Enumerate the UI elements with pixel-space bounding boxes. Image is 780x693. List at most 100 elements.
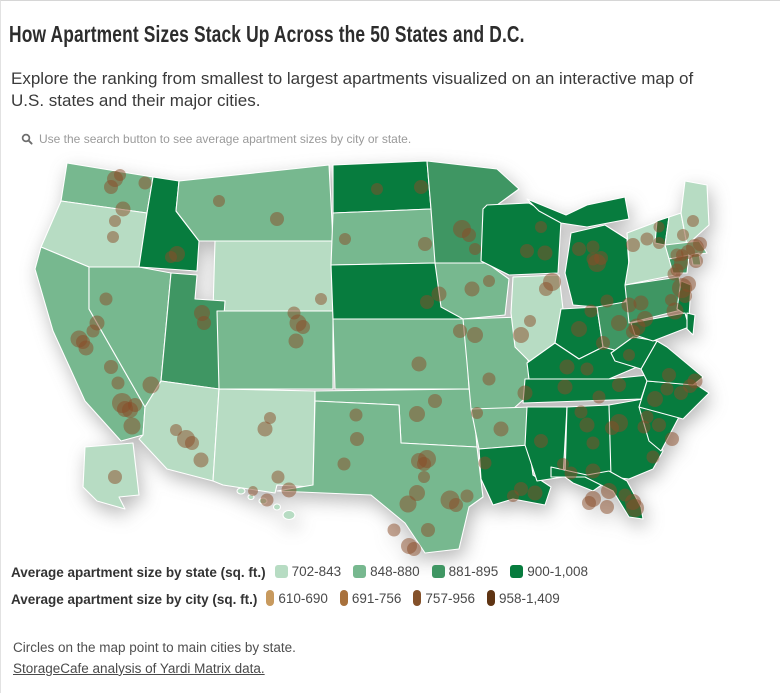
city-circle[interactable] (399, 495, 417, 513)
state-NM[interactable] (212, 388, 316, 494)
city-circle[interactable] (462, 228, 476, 242)
city-circle[interactable] (281, 482, 297, 498)
city-circle[interactable] (507, 490, 519, 502)
city-circle[interactable] (513, 327, 529, 343)
city-circle[interactable] (572, 242, 586, 256)
city-circle[interactable] (574, 405, 588, 419)
city-circle[interactable] (680, 276, 696, 292)
city-circle[interactable] (138, 176, 152, 190)
city-circle[interactable] (601, 483, 617, 499)
city-circle[interactable] (600, 294, 614, 308)
state-TN[interactable] (522, 374, 650, 404)
city-circle[interactable] (123, 417, 141, 435)
city-circle[interactable] (128, 398, 142, 412)
state-KS[interactable] (332, 318, 470, 390)
city-circle[interactable] (677, 229, 689, 241)
city-circle[interactable] (689, 254, 703, 268)
us-map-svg[interactable] (27, 149, 761, 561)
city-circle[interactable] (586, 436, 600, 450)
state-DE[interactable] (686, 312, 696, 336)
city-circle[interactable] (571, 321, 587, 337)
city-circle[interactable] (539, 282, 553, 296)
city-circle[interactable] (411, 356, 427, 372)
city-circle[interactable] (270, 212, 284, 226)
city-circle[interactable] (417, 457, 431, 471)
city-circle[interactable] (611, 315, 627, 331)
city-circle[interactable] (271, 470, 285, 484)
city-circle[interactable] (633, 295, 649, 311)
city-circle[interactable] (676, 249, 688, 261)
city-circle[interactable] (640, 410, 654, 424)
city-circle[interactable] (559, 359, 575, 375)
city-circle[interactable] (431, 286, 447, 302)
city-circle[interactable] (665, 294, 677, 306)
city-circle[interactable] (666, 302, 684, 320)
city-circle[interactable] (387, 523, 401, 537)
city-circle[interactable] (537, 245, 553, 261)
city-circle[interactable] (580, 362, 594, 376)
city-circle[interactable] (165, 251, 177, 263)
city-circle[interactable] (585, 463, 601, 479)
city-circle[interactable] (287, 306, 301, 320)
search-icon[interactable] (21, 133, 33, 145)
city-circle[interactable] (114, 169, 126, 181)
city-circle[interactable] (350, 432, 364, 446)
city-circle[interactable] (667, 267, 681, 281)
city-circle[interactable] (582, 496, 596, 510)
city-circle[interactable] (605, 421, 619, 435)
city-circle[interactable] (596, 336, 610, 350)
city-circle[interactable] (407, 542, 421, 556)
city-circle[interactable] (586, 240, 600, 254)
city-circle[interactable] (460, 489, 474, 503)
city-circle[interactable] (678, 289, 692, 303)
city-circle[interactable] (527, 485, 543, 501)
state-CO[interactable] (216, 310, 334, 390)
city-circle[interactable] (517, 385, 533, 401)
city-circle[interactable] (260, 493, 274, 507)
city-circle[interactable] (469, 243, 481, 255)
city-circle[interactable] (467, 327, 483, 343)
city-circle[interactable] (471, 407, 483, 419)
city-circle[interactable] (600, 500, 614, 514)
city-circle[interactable] (197, 316, 211, 330)
city-circle[interactable] (453, 324, 467, 338)
city-circle[interactable] (535, 221, 547, 233)
state-TX[interactable] (276, 400, 484, 554)
city-circle[interactable] (646, 450, 660, 464)
city-circle[interactable] (557, 458, 569, 470)
city-circle[interactable] (420, 295, 434, 309)
city-circle[interactable] (337, 457, 351, 471)
city-circle[interactable] (409, 406, 425, 422)
city-circle[interactable] (371, 183, 383, 195)
state-HI[interactable] (272, 503, 282, 511)
city-circle[interactable] (418, 471, 430, 483)
city-circle[interactable] (349, 408, 363, 422)
city-circle[interactable] (584, 304, 598, 318)
city-circle[interactable] (674, 386, 688, 400)
city-circle[interactable] (315, 293, 327, 305)
city-circle[interactable] (107, 231, 119, 243)
city-circle[interactable] (637, 311, 653, 327)
city-circle[interactable] (248, 486, 258, 496)
city-circle[interactable] (115, 201, 131, 217)
city-circle[interactable] (482, 372, 496, 386)
city-circle[interactable] (612, 378, 626, 392)
city-circle[interactable] (693, 237, 707, 251)
city-circle[interactable] (108, 470, 122, 484)
city-circle[interactable] (185, 436, 199, 450)
city-circle[interactable] (623, 349, 635, 361)
city-circle[interactable] (421, 523, 435, 537)
city-circle[interactable] (534, 434, 548, 448)
city-circle[interactable] (86, 324, 100, 338)
city-circle[interactable] (647, 391, 663, 407)
city-circle[interactable] (592, 390, 606, 404)
city-circle[interactable] (264, 412, 276, 424)
city-circle[interactable] (557, 379, 573, 395)
city-circle[interactable] (493, 421, 509, 437)
city-circle[interactable] (637, 420, 651, 434)
city-circle[interactable] (104, 360, 118, 374)
city-circle[interactable] (104, 180, 118, 194)
city-circle[interactable] (652, 418, 666, 432)
city-circle[interactable] (626, 325, 640, 339)
city-circle[interactable] (418, 237, 432, 251)
